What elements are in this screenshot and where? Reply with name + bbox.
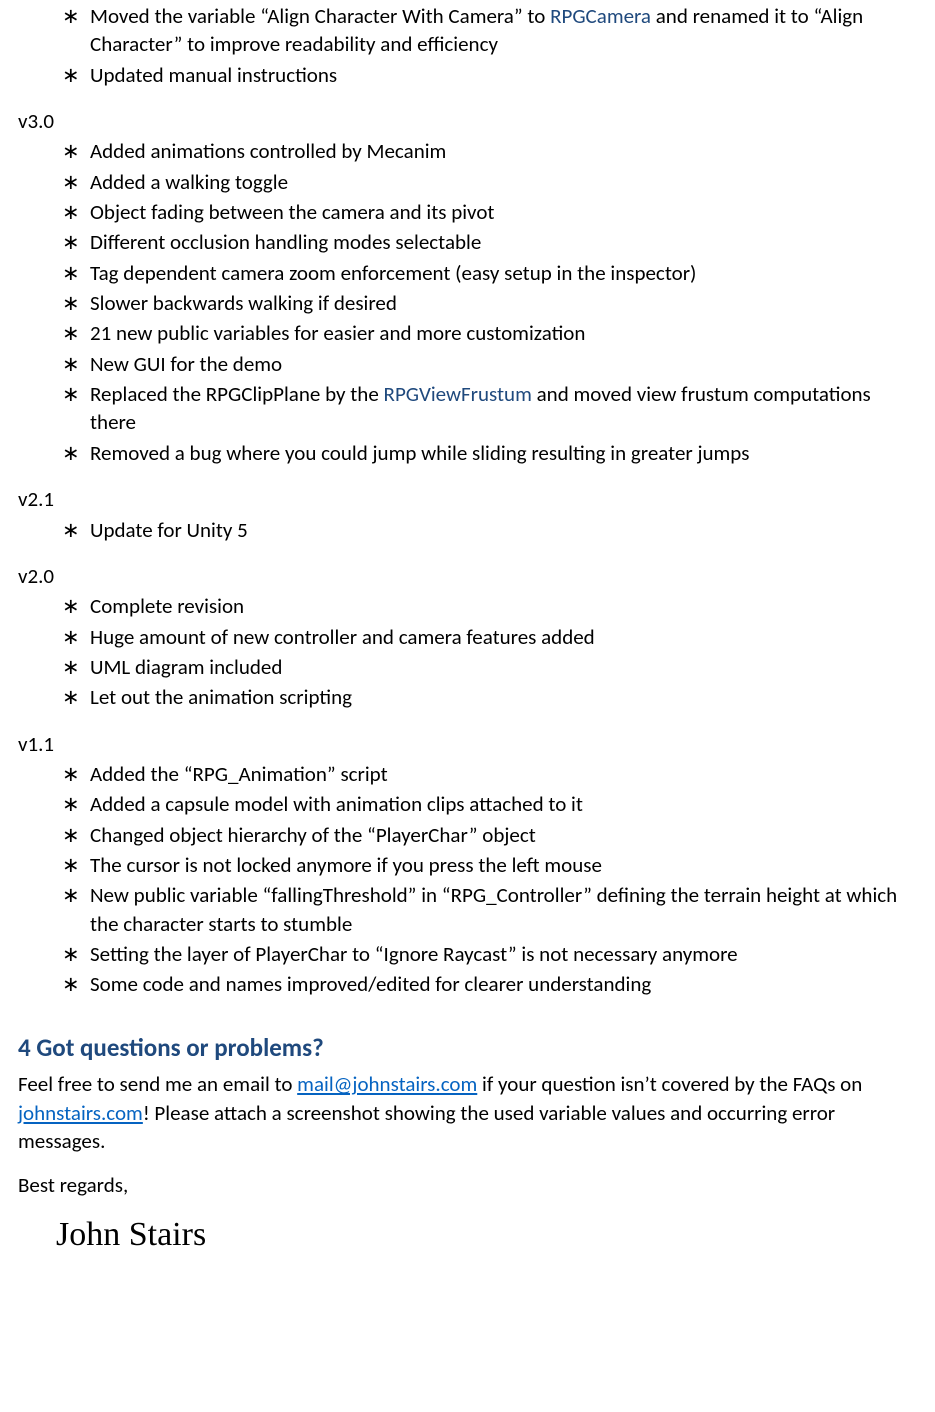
bullet-item: The cursor is not locked anymore if you … (62, 851, 917, 879)
contact-site-link[interactable]: johnstairs.com (18, 1100, 143, 1126)
contact-text-pre: Feel free to send me an email to (18, 1071, 297, 1097)
bullet-text-part: Let out the animation scripting (90, 684, 352, 710)
contact-text-mid: if your question isn’t covered by the FA… (477, 1071, 862, 1097)
bullet-text-part: Setting the layer of PlayerChar to “Igno… (90, 941, 738, 967)
bullet-item: Object fading between the camera and its… (62, 198, 917, 226)
signoff-text: Best regards, (18, 1171, 917, 1199)
bullet-item: Huge amount of new controller and camera… (62, 623, 917, 651)
bullet-item: Added animations controlled by Mecanim (62, 137, 917, 165)
contact-paragraph: Feel free to send me an email to mail@jo… (18, 1070, 917, 1155)
bullet-text-part: Huge amount of new controller and camera… (90, 624, 595, 650)
contact-email-link[interactable]: mail@johnstairs.com (297, 1071, 477, 1097)
bullet-text-part: UML diagram included (90, 654, 282, 680)
section-heading-questions: 4 Got questions or problems? (18, 1031, 917, 1065)
version-bullet-list: Added the “RPG_Animation” script Added a … (18, 760, 917, 999)
bullet-item: Replaced the RPGClipPlane by the RPGView… (62, 380, 917, 437)
bullet-item: Different occlusion handling modes selec… (62, 228, 917, 256)
bullet-text-part: Moved the variable “Align Character With… (90, 3, 550, 29)
bullet-item: Complete revision (62, 592, 917, 620)
bullet-text-part: RPGViewFrustum (384, 381, 532, 407)
bullet-item: Setting the layer of PlayerChar to “Igno… (62, 940, 917, 968)
version-label: v2.1 (18, 485, 917, 513)
version-label: v3.0 (18, 107, 917, 135)
bullet-text-part: 21 new public variables for easier and m… (90, 320, 585, 346)
bullet-item: Moved the variable “Align Character With… (62, 2, 917, 59)
bullet-item: New public variable “fallingThreshold” i… (62, 881, 917, 938)
bullet-text-part: New GUI for the demo (90, 351, 282, 377)
bullet-text-part: New public variable “fallingThreshold” i… (90, 882, 897, 936)
bullet-item: Added the “RPG_Animation” script (62, 760, 917, 788)
bullet-text-part: Removed a bug where you could jump while… (90, 440, 749, 466)
bullet-item: 21 new public variables for easier and m… (62, 319, 917, 347)
bullet-item: UML diagram included (62, 653, 917, 681)
bullet-text-part: Added animations controlled by Mecanim (90, 138, 446, 164)
versions-container: v3.0Added animations controlled by Mecan… (18, 107, 917, 999)
bullet-item: New GUI for the demo (62, 350, 917, 378)
bullet-item: Added a walking toggle (62, 168, 917, 196)
bullet-item: Updated manual instructions (62, 61, 917, 89)
document-page: Moved the variable “Align Character With… (0, 2, 935, 1412)
bullet-text-part: Changed object hierarchy of the “PlayerC… (90, 822, 536, 848)
bullet-text-part: The cursor is not locked anymore if you … (90, 852, 602, 878)
bullet-item: Slower backwards walking if desired (62, 289, 917, 317)
bullet-item: Added a capsule model with animation cli… (62, 790, 917, 818)
bullet-item: Some code and names improved/edited for … (62, 970, 917, 998)
bullet-text-part: Added a capsule model with animation cli… (90, 791, 583, 817)
bullet-text-part: Replaced the RPGClipPlane by the (90, 381, 384, 407)
bullet-text-part: RPGCamera (550, 3, 651, 29)
intro-bullet-list: Moved the variable “Align Character With… (18, 2, 917, 89)
bullet-text-part: Slower backwards walking if desired (90, 290, 397, 316)
bullet-item: Let out the animation scripting (62, 683, 917, 711)
bullet-text-part: Object fading between the camera and its… (90, 199, 494, 225)
bullet-text-part: Some code and names improved/edited for … (90, 971, 651, 997)
bullet-item: Update for Unity 5 (62, 516, 917, 544)
bullet-text-part: Different occlusion handling modes selec… (90, 229, 481, 255)
bullet-text-part: Tag dependent camera zoom enforcement (e… (90, 260, 696, 286)
version-bullet-list: Added animations controlled by Mecanim Ad… (18, 137, 917, 467)
signature-text: John Stairs (56, 1212, 917, 1258)
bullet-text-part: Updated manual instructions (90, 62, 337, 88)
bullet-text-part: Added a walking toggle (90, 169, 288, 195)
bullet-text-part: Added the “RPG_Animation” script (90, 761, 388, 787)
bullet-item: Removed a bug where you could jump while… (62, 439, 917, 467)
version-bullet-list: Complete revision Huge amount of new cont… (18, 592, 917, 711)
bullet-item: Tag dependent camera zoom enforcement (e… (62, 259, 917, 287)
bullet-text-part: Update for Unity 5 (90, 517, 248, 543)
bullet-item: Changed object hierarchy of the “PlayerC… (62, 821, 917, 849)
version-label: v2.0 (18, 562, 917, 590)
bullet-text-part: Complete revision (90, 593, 244, 619)
version-bullet-list: Update for Unity 5 (18, 516, 917, 544)
version-label: v1.1 (18, 730, 917, 758)
